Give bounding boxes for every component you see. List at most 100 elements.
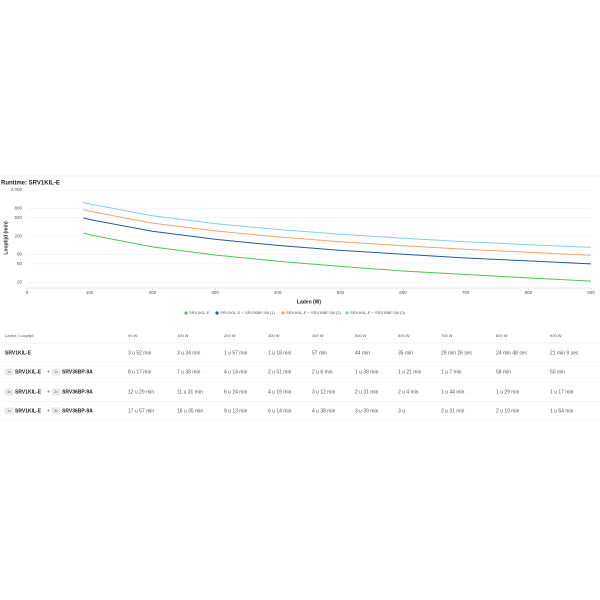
badge-text: 1x [7, 370, 11, 374]
table-cell: 57 min [312, 350, 327, 356]
series-line [83, 217, 592, 265]
table-cell: 1 u 38 min [355, 369, 379, 375]
row-model: SRV1KIL-E [5, 350, 32, 356]
x-tick-label: 700 [462, 290, 470, 295]
legend-label: SRV1KIL-E + SRV36BP-9A (2) [286, 310, 342, 315]
table-cell: 1 u 17 min [550, 389, 574, 395]
table-header: 800 W [496, 333, 508, 338]
table-cell: 4 u 38 min [312, 408, 336, 414]
table-cell: 1 u 18 min [268, 350, 292, 356]
badge [4, 368, 14, 376]
row-model: SRV1KIL-E [15, 389, 42, 395]
table-header: 900 W [550, 333, 562, 338]
x-tick-label: 0 [26, 290, 29, 295]
table-header: 400 W [312, 333, 324, 338]
x-tick-label: 500 [337, 290, 345, 295]
table-cell: 35 min [398, 350, 413, 356]
badge [51, 368, 61, 376]
table-cell: 4 u 19 min [268, 389, 292, 395]
table-cell: 21 min 9 sec [550, 350, 579, 356]
series-line [83, 209, 592, 256]
chart-title: Runtime: SRV1KIL-E [1, 181, 60, 187]
table-cell: 2 u 51 min [268, 369, 292, 375]
table-cell: 2 u 6 min [312, 369, 333, 375]
table-cell: 6 u 24 min [224, 389, 248, 395]
badge [51, 407, 61, 415]
table-cell: 2 u 10 min [496, 408, 520, 414]
table-header: 90 W [128, 333, 138, 338]
badge-text: 2x [54, 390, 58, 394]
y-tick-label: 80 [17, 252, 23, 257]
table-header: 500 W [355, 333, 367, 338]
badge-text: 1x [7, 390, 11, 394]
table-cell: 9 u 13 min [224, 408, 248, 414]
row-addon: SRV36BP-9A [62, 389, 93, 395]
legend-label: SRV1KIL-E [189, 310, 210, 315]
x-tick-label: 900 [587, 290, 595, 295]
table-cell: 24 min 48 sec [496, 350, 528, 356]
row-plus: + [47, 408, 50, 414]
legend-label: SRV1KIL-E + SRV36BP-9A (1) [220, 310, 276, 315]
y-tick-label: 2,000 [11, 187, 23, 192]
badge-text: 1x [7, 409, 11, 413]
legend-marker [345, 311, 349, 315]
table-cell: 3 u 52 min [128, 350, 152, 356]
legend-marker [281, 311, 285, 315]
y-tick-label: 800 [14, 206, 22, 211]
table-cell: 1 u 21 min [398, 369, 422, 375]
badge [51, 388, 61, 396]
table-cell: 29 min 26 sec [441, 350, 473, 356]
table-cell: 1 u 29 min [496, 389, 520, 395]
table-cell: 11 u 31 min [177, 389, 203, 395]
table-cell: 1 u 57 min [224, 350, 248, 356]
table-cell: 17 u 57 min [128, 408, 154, 414]
table-cell: 16 u 35 min [177, 408, 203, 414]
row-addon: SRV36BP-9A [62, 408, 93, 414]
table-header: 700 W [441, 333, 453, 338]
table-cell: 2 u 31 min [441, 408, 465, 414]
y-tick-label: 200 [14, 233, 22, 238]
table-header: 600 W [398, 333, 410, 338]
table-header: Laden / Looptijd [5, 333, 33, 338]
x-tick-label: 600 [399, 290, 407, 295]
y-tick-label: 500 [14, 215, 22, 220]
table-cell: 1 u 44 min [441, 389, 465, 395]
panel [0, 175, 600, 425]
table-header: 200 W [224, 333, 236, 338]
legend-marker [215, 311, 219, 315]
x-tick-label: 300 [211, 290, 219, 295]
x-tick-label: 400 [274, 290, 282, 295]
y-axis-label: Looptijd (min) [3, 221, 9, 255]
table-cell: 2 u 4 min [398, 389, 419, 395]
badge-text: 1x [54, 370, 58, 374]
series-line [83, 232, 592, 282]
table-cell: 2 u 31 min [355, 389, 379, 395]
y-tick-label: 50 [17, 261, 23, 266]
table-cell: 3 u [398, 408, 405, 414]
table-cell: 7 u 38 min [177, 369, 201, 375]
row-model: SRV1KIL-E [15, 369, 42, 375]
x-tick-label: 800 [525, 290, 533, 295]
table-header: 300 W [268, 333, 280, 338]
row-plus: + [47, 389, 50, 395]
table-cell: 50 min [550, 369, 565, 375]
x-axis-label: Laden (W) [297, 299, 321, 305]
badge-text: 3x [54, 409, 58, 413]
table-cell: 3 u 34 min [177, 350, 201, 356]
table-cell: 6 u 14 min [268, 408, 292, 414]
table-cell: 8 u 17 min [128, 369, 152, 375]
table-cell: 44 min [355, 350, 370, 356]
table-cell: 4 u 14 min [224, 369, 248, 375]
x-tick-label: 100 [86, 290, 94, 295]
series-line [83, 201, 592, 248]
table-header: 100 W [177, 333, 189, 338]
legend-marker [184, 311, 188, 315]
table-cell: 12 u 29 min [128, 389, 154, 395]
table-cell: 3 u 12 min [312, 389, 336, 395]
badge [4, 407, 14, 415]
x-tick-label: 200 [149, 290, 157, 295]
table-cell: 58 min [496, 369, 511, 375]
y-tick-label: 20 [17, 279, 23, 284]
row-plus: + [47, 369, 50, 375]
table-cell: 1 u 54 min [550, 408, 574, 414]
